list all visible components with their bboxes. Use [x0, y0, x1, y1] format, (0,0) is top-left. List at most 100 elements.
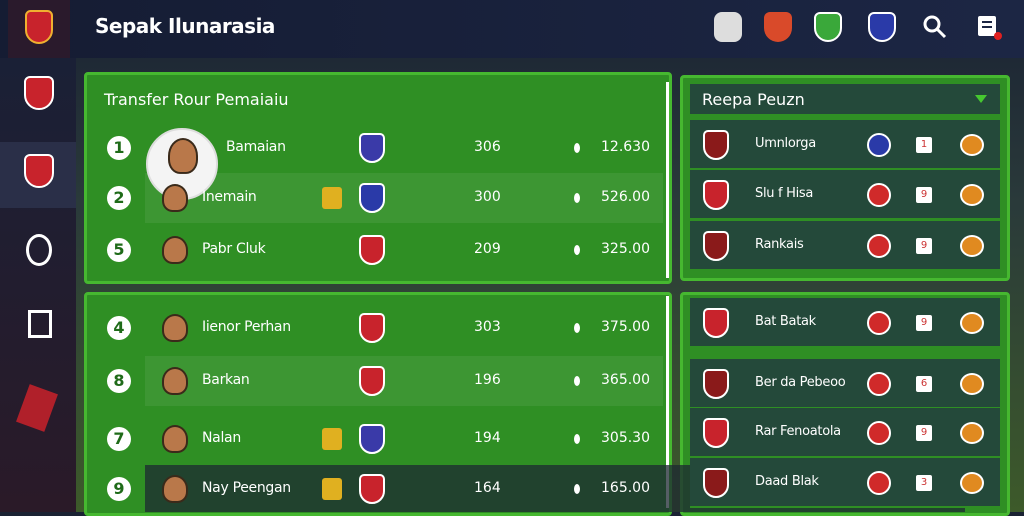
club-name[interactable]: Daad Blak — [755, 474, 819, 489]
status-dot — [574, 376, 580, 386]
club-badge — [359, 366, 385, 396]
status-dot — [574, 484, 580, 494]
rival-crest — [960, 373, 984, 395]
club-badge — [703, 418, 729, 448]
search-icon[interactable] — [922, 14, 948, 40]
rival-crest — [960, 472, 984, 494]
club-crest — [867, 421, 891, 445]
club-icon[interactable] — [764, 12, 792, 42]
club-crest — [867, 234, 891, 258]
player-face — [162, 425, 188, 453]
club-logo[interactable] — [25, 10, 53, 44]
count-box: 9 — [916, 238, 932, 254]
club-badge — [703, 308, 729, 338]
nav-stadium[interactable] — [28, 310, 52, 338]
club-badge — [703, 468, 729, 498]
nav-transfer[interactable] — [24, 154, 54, 188]
player-face — [162, 314, 188, 342]
club-badge — [359, 474, 385, 504]
count-box: 9 — [916, 315, 932, 331]
side-row — [690, 120, 1000, 170]
rank-badge: 9 — [107, 477, 131, 501]
award-icon — [322, 187, 342, 209]
status-dot — [574, 434, 580, 444]
nav-flag[interactable] — [16, 384, 58, 432]
team-icon[interactable] — [868, 12, 896, 42]
league-icon[interactable] — [814, 12, 842, 42]
player-face — [162, 367, 188, 395]
club-badge — [703, 231, 729, 261]
club-name[interactable]: Ber da Pebeoo — [755, 375, 846, 390]
sidebar — [0, 58, 76, 512]
club-badge — [703, 130, 729, 160]
rival-crest — [960, 422, 984, 444]
scrollbar[interactable] — [666, 296, 669, 508]
award-icon — [322, 478, 342, 500]
side-row — [690, 298, 1000, 348]
player-face — [168, 138, 198, 174]
player-name[interactable]: Bamaian — [226, 139, 286, 155]
club-crest — [867, 133, 891, 157]
side-row — [690, 221, 1000, 271]
player-rating: 303 — [474, 319, 501, 335]
side-title: Reepa Peuzn — [702, 90, 805, 109]
club-badge — [359, 313, 385, 343]
club-crest — [867, 183, 891, 207]
player-name[interactable]: Pabr Cluk — [202, 241, 266, 257]
rank-badge: 1 — [107, 136, 131, 160]
club-badge — [703, 180, 729, 210]
player-name[interactable]: Barkan — [202, 372, 250, 388]
player-rating: 306 — [474, 139, 501, 155]
award-icon — [322, 428, 342, 450]
player-price: 526.00 — [601, 189, 650, 205]
transfer-title: Transfer Rour Pemaiaiu — [104, 90, 289, 109]
player-name[interactable]: Nay Peengan — [202, 480, 291, 496]
club-badge — [703, 369, 729, 399]
count-box: 9 — [916, 187, 932, 203]
top-bar: Sepak Ilunarasia — [0, 0, 1024, 58]
rank-badge: 7 — [107, 427, 131, 451]
count-box: 6 — [916, 376, 932, 392]
menu-icon[interactable] — [976, 14, 1004, 42]
nav-scout[interactable] — [26, 234, 52, 266]
side-row — [690, 359, 1000, 409]
club-crest — [867, 471, 891, 495]
club-crest — [867, 372, 891, 396]
count-box: 1 — [916, 137, 932, 153]
player-rating: 164 — [474, 480, 501, 496]
count-box: 9 — [916, 425, 932, 441]
club-badge — [359, 183, 385, 213]
club-badge — [359, 133, 385, 163]
app-title: Sepak Ilunarasia — [95, 14, 275, 38]
player-face — [162, 236, 188, 264]
rival-crest — [960, 134, 984, 156]
player-price: 325.00 — [601, 241, 650, 257]
club-name[interactable]: Slu f Hisa — [755, 186, 814, 201]
status-dot — [574, 143, 580, 153]
rank-badge: 4 — [107, 316, 131, 340]
club-name[interactable]: Bat Batak — [755, 314, 816, 329]
player-price: 365.00 — [601, 372, 650, 388]
club-name[interactable]: Umnlorga — [755, 136, 816, 151]
player-face — [162, 184, 188, 212]
player-face — [162, 475, 188, 503]
nav-club[interactable] — [24, 76, 54, 110]
club-name[interactable]: Rar Fenoatola — [755, 424, 841, 439]
player-rating: 196 — [474, 372, 501, 388]
dropdown-arrow[interactable] — [974, 94, 988, 104]
rival-crest — [960, 235, 984, 257]
player-name[interactable]: Inemain — [202, 189, 257, 205]
club-name[interactable]: Rankais — [755, 237, 804, 252]
mascot-icon[interactable] — [714, 12, 742, 42]
player-name[interactable]: Iienor Perhan — [202, 319, 291, 335]
player-rating: 300 — [474, 189, 501, 205]
club-badge — [359, 235, 385, 265]
side-row — [690, 170, 1000, 220]
rank-badge: 5 — [107, 238, 131, 262]
club-crest — [867, 311, 891, 335]
rival-crest — [960, 312, 984, 334]
player-name[interactable]: Nalan — [202, 430, 241, 446]
player-rating: 194 — [474, 430, 501, 446]
rank-badge: 2 — [107, 186, 131, 210]
scrollbar[interactable] — [666, 82, 669, 278]
